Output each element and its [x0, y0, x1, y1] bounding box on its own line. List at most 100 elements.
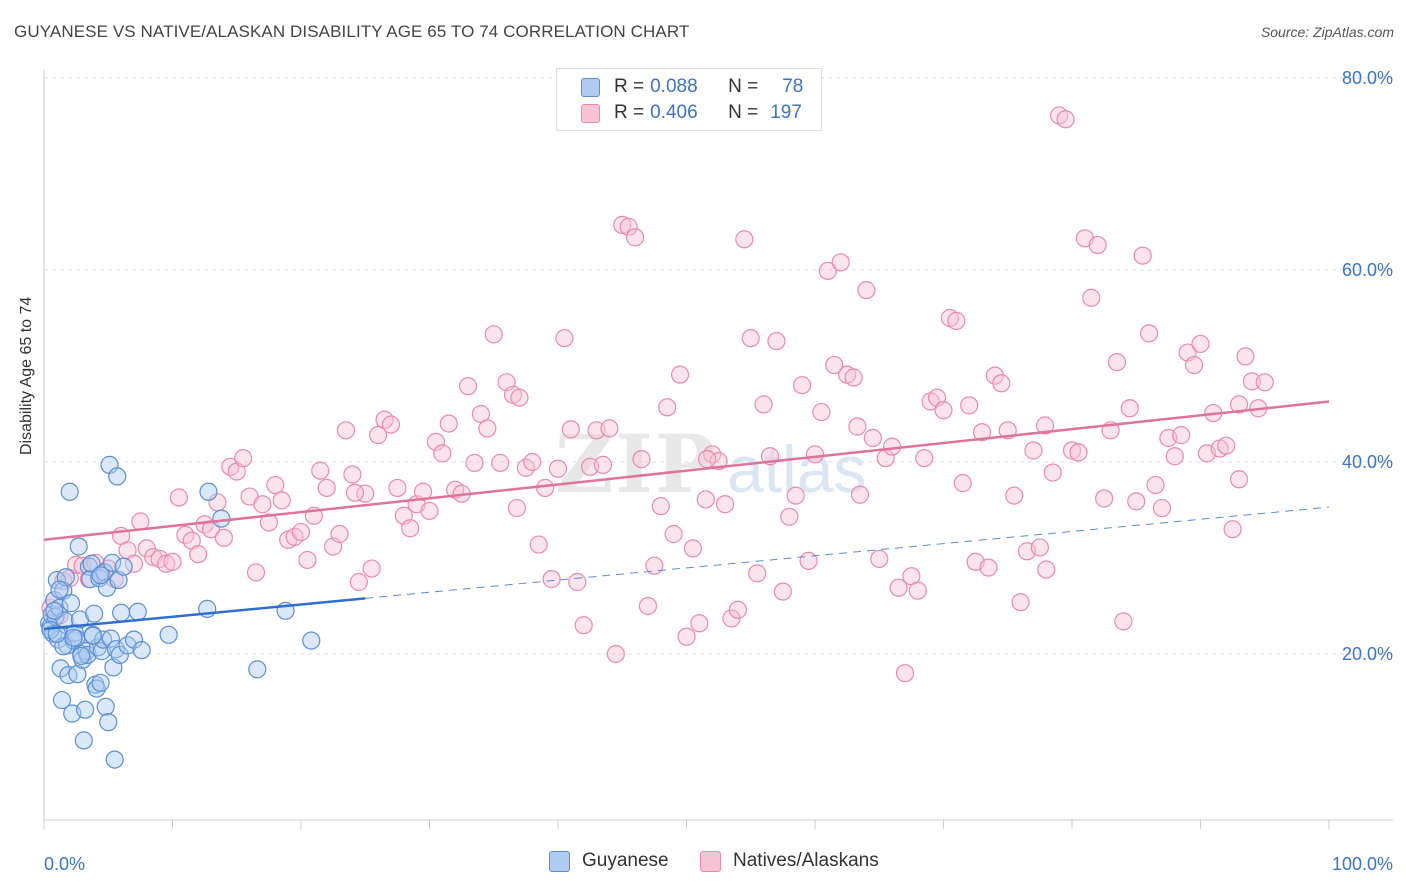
guyanese-swatch — [581, 77, 600, 97]
guyanese-point — [111, 603, 131, 622]
natives-point — [600, 419, 619, 438]
tick-labels: 20.0% 40.0% 60.0% 80.0% 0.0% 100.0% — [44, 68, 1393, 874]
natives-point — [156, 554, 176, 573]
natives-point — [349, 572, 368, 592]
n-value: 197 — [770, 102, 802, 123]
natives-point — [1005, 486, 1024, 505]
guyanese-trendline — [43, 597, 366, 631]
natives-point — [709, 451, 728, 471]
guyanese-point — [128, 602, 147, 621]
natives-point — [1107, 353, 1127, 372]
natives-point — [574, 616, 593, 635]
natives-point — [670, 365, 690, 384]
natives-point — [491, 453, 510, 473]
guyanese-point — [78, 645, 97, 665]
y-tick-label: 60.0% — [1342, 260, 1393, 280]
natives-point — [1035, 416, 1055, 435]
y-tick-label: 80.0% — [1342, 68, 1393, 88]
natives-point — [1229, 470, 1249, 489]
natives-swatch — [700, 850, 721, 872]
natives-point — [510, 388, 529, 407]
natives-point — [870, 549, 889, 569]
natives-point — [863, 428, 882, 448]
natives-point — [465, 453, 484, 473]
n-value: 78 — [782, 76, 804, 97]
natives-point — [1255, 373, 1274, 392]
natives-point — [1236, 347, 1255, 366]
natives-point — [345, 483, 365, 502]
natives-point — [1139, 324, 1159, 343]
natives-point — [895, 664, 915, 683]
natives-point — [735, 230, 754, 249]
guyanese-trendline-extension — [365, 506, 1330, 599]
natives-point — [632, 450, 651, 469]
natives-point — [1191, 334, 1210, 354]
guyanese-point — [74, 731, 93, 750]
natives-point — [960, 396, 979, 415]
natives-point — [638, 596, 658, 616]
x-tick-label: 0.0% — [44, 854, 85, 874]
natives-point — [413, 482, 433, 501]
guyanese-point — [248, 660, 267, 679]
natives-point — [613, 215, 632, 234]
natives-points — [41, 106, 1274, 683]
guyanese-point — [61, 594, 81, 613]
guyanese-point — [45, 601, 64, 620]
natives-point — [163, 552, 182, 571]
legend-item-natives[interactable]: Natives/Alaskans — [700, 850, 879, 872]
natives-point — [786, 486, 805, 505]
natives-point — [1242, 372, 1262, 391]
natives-point — [336, 421, 356, 440]
guyanese-point — [99, 713, 118, 732]
natives-point — [568, 572, 587, 592]
guyanese-point — [302, 631, 321, 650]
guyanese-point — [91, 566, 110, 585]
natives-point — [1127, 492, 1146, 511]
natives-point — [690, 614, 709, 633]
natives-point — [1229, 395, 1249, 414]
source-label: Source: ZipAtlas.com — [1260, 24, 1394, 40]
natives-point — [439, 414, 458, 433]
natives-point — [189, 545, 208, 564]
axes — [43, 70, 1393, 829]
guyanese-point — [96, 697, 115, 716]
natives-point — [908, 581, 927, 600]
natives-point — [381, 415, 401, 434]
guyanese-point — [60, 482, 79, 501]
guyanese-point — [105, 750, 124, 769]
natives-point — [1082, 288, 1101, 307]
natives-point — [715, 495, 735, 514]
n-label: N = — [728, 102, 759, 123]
y-tick-label: 40.0% — [1342, 452, 1393, 472]
guyanese-point — [92, 642, 111, 661]
y-axis-label: Disability Age 65 to 74 — [18, 296, 35, 455]
natives-point — [741, 329, 760, 348]
natives-point — [677, 627, 696, 646]
guyanese-point — [212, 509, 231, 528]
natives-point — [728, 600, 748, 619]
guyanese-point — [64, 628, 83, 647]
chart-title: GUYANESE VS NATIVE/ALASKAN DISABILITY AG… — [14, 22, 690, 41]
guyanese-point — [51, 659, 70, 678]
stats-row-guyanese: R = 0.088 N = 78 — [581, 75, 803, 99]
r-value: 0.406 — [650, 102, 698, 123]
n-label: N = — [728, 76, 759, 97]
natives-point — [754, 395, 773, 414]
natives-point — [259, 513, 278, 532]
natives-point — [420, 501, 439, 521]
guyanese-swatch — [549, 850, 570, 872]
natives-point — [773, 582, 792, 601]
natives-point — [548, 459, 568, 478]
legend-item-guyanese[interactable]: Guyanese — [549, 850, 669, 872]
natives-point — [426, 432, 446, 451]
natives-point — [645, 556, 664, 575]
guyanese-point — [83, 626, 102, 645]
natives-point — [1024, 441, 1043, 460]
natives-point — [330, 524, 349, 544]
natives-point — [1172, 426, 1191, 445]
natives-point — [169, 488, 189, 507]
natives-point — [1069, 443, 1088, 462]
natives-point — [1133, 246, 1152, 265]
natives-point — [1152, 498, 1172, 518]
